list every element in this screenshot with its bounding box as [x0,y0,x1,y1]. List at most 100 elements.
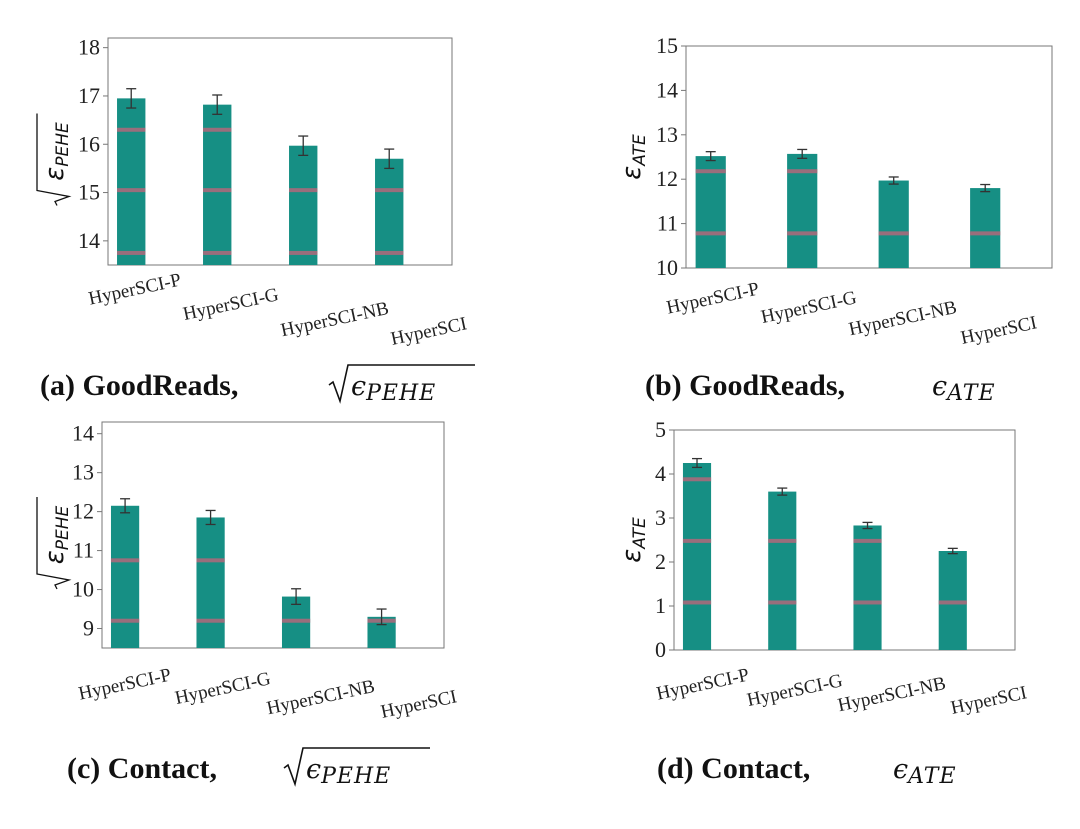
y-tick-label: 14 [78,228,100,253]
bar-band-line [970,231,1001,236]
bar-band-line [768,538,797,543]
bar-band-line [375,188,404,193]
y-axis-label: εATE [617,517,650,563]
panel-caption-math: ϵPEHE [328,364,475,406]
sqrt-radical [36,113,72,206]
x-tick-label: HyperSCI [959,312,1039,349]
plot-frame [685,45,1053,269]
y-tick-label: 10 [656,255,678,280]
bar-band-line [281,618,311,623]
bar-band-line [853,538,882,543]
y-tick-label: 1 [655,593,666,618]
caption-math-text: ϵPEHE [351,371,436,406]
bar-hypersci-p [695,156,726,268]
bar-hypersci-nb [878,180,909,268]
x-tick-label: HyperSCI-P [77,665,173,705]
panel-caption: (b) GoodReads, [645,369,845,402]
x-tick-label: HyperSCI-NB [847,297,959,340]
sqrt-radical [328,364,475,404]
y-tick-label: 0 [655,637,666,662]
x-tick-label: HyperSCI [379,686,459,723]
bar-hypersci-g [768,491,797,650]
x-tick-label: HyperSCI-P [87,270,183,310]
bar-band-line [203,250,232,255]
bar-band-line [695,231,726,236]
y-axis-label: εATE [617,134,650,180]
bar-hypersci [375,158,404,265]
x-tick-label: HyperSCI-P [665,279,761,319]
x-tick-label: HyperSCI [949,682,1029,719]
y-tick-label: 15 [656,33,678,58]
bar-hypersci-p [682,463,712,650]
y-tick-label: 14 [72,421,94,446]
x-tick-label: HyperSCI-G [745,670,845,711]
y-tick-label: 2 [655,549,666,574]
x-tick-label: HyperSCI-NB [836,673,948,716]
bar-band-line [110,618,140,623]
panel-caption: (c) Contact, [67,752,217,785]
bar-band-line [682,477,712,482]
y-tick-label: 12 [656,166,678,191]
x-tick-label: HyperSCI-G [759,287,859,328]
x-tick-label: HyperSCI [389,313,469,350]
bar-band-line [695,169,726,174]
bar-band-line [196,558,225,563]
y-tick-label: 11 [73,538,94,563]
y-tick-label: 13 [656,122,678,147]
bar-band-line [117,127,146,132]
bar-band-line [878,231,909,236]
bar-band-line [682,538,712,543]
bar-band-line [203,188,232,193]
y-tick-label: 16 [78,131,100,156]
bar-band-line [768,600,797,605]
plot-frame [101,421,445,649]
x-tick-label: HyperSCI-G [181,284,281,325]
x-tick-label: HyperSCI-P [655,665,751,705]
bar-band-line [203,127,232,132]
x-tick-label: HyperSCI-NB [279,298,391,341]
bar-hypersci-nb [289,145,318,265]
x-tick-label: HyperSCI-G [173,668,273,709]
chart-panel-a: 14 15 16 17 18 HyperSCI-PHyperSCI-GHyperSCI-N… [36,35,475,406]
y-tick-label: 18 [78,35,100,60]
y-axis-label-text: εPEHE [40,122,73,181]
bar-band-line [117,188,146,193]
panel-caption: (d) Contact, [657,752,810,785]
bar-band-line [375,250,404,255]
y-axis-label-text: εATE [617,134,650,180]
bar-band-line [787,231,818,236]
panel-caption-math: ϵATE [893,754,956,789]
y-axis-label-text: εATE [617,517,650,563]
y-tick-label: 17 [78,83,100,108]
y-tick-label: 13 [72,460,94,485]
y-tick-label: 4 [655,461,666,486]
y-tick-label: 14 [656,77,678,102]
sqrt-radical [283,747,430,787]
bar-band-line [682,600,712,605]
panel-caption: (a) GoodReads, [40,369,238,402]
panel-caption-math: ϵPEHE [283,747,430,789]
bar-band-line [938,600,967,605]
bar-hypersci [970,188,1001,268]
panel-caption-math: ϵATE [932,371,995,406]
chart-panel-c: 9 10 11 12 13 14 HyperSCI-P HyperSCI-GHyperSCI-… [36,421,459,789]
bar-band-line [196,618,225,623]
y-axis-label-text: εPEHE [40,505,73,564]
y-axis-label: εPEHE [36,113,73,206]
bar-band-line [289,250,318,255]
plot-frame [107,37,453,266]
y-tick-label: 12 [72,499,94,524]
caption-math-text: ϵPEHE [306,754,391,789]
y-axis-label: εPEHE [36,497,73,590]
bar-hypersci-g [196,517,225,648]
y-tick-label: 3 [655,505,666,530]
bar-band-line [110,558,140,563]
y-tick-label: 5 [655,417,666,442]
bar-band-line [289,188,318,193]
y-tick-label: 10 [72,577,94,602]
y-tick-label: 11 [657,211,678,236]
x-tick-label: HyperSCI-NB [265,676,377,719]
bar-hypersci-p [110,505,140,648]
